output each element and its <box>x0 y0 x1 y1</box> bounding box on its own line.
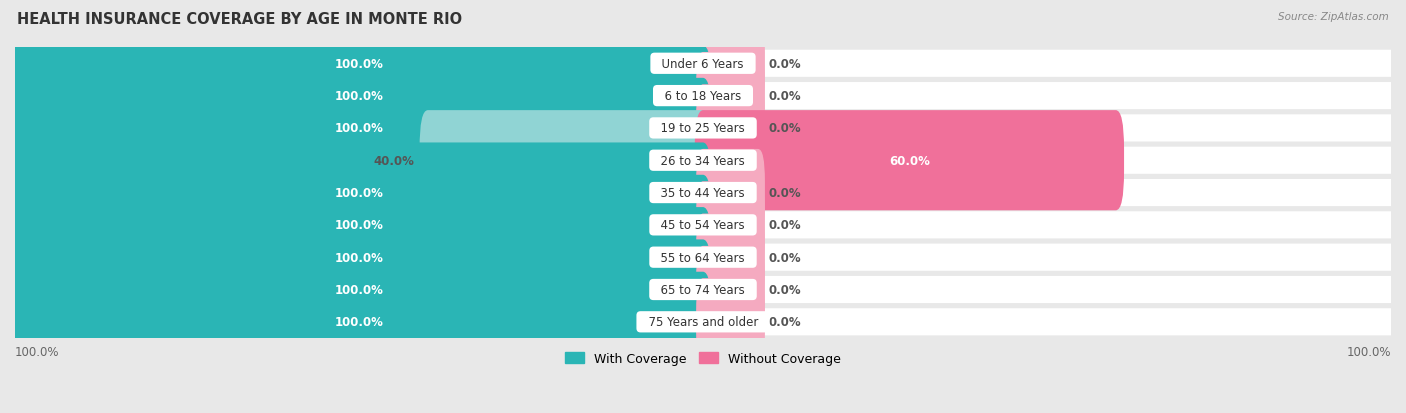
FancyBboxPatch shape <box>15 276 1391 303</box>
Text: 0.0%: 0.0% <box>768 90 801 103</box>
Text: 65 to 74 Years: 65 to 74 Years <box>654 283 752 296</box>
Text: 100.0%: 100.0% <box>335 316 384 328</box>
FancyBboxPatch shape <box>7 272 711 372</box>
Text: 100.0%: 100.0% <box>15 345 59 358</box>
FancyBboxPatch shape <box>15 212 1391 239</box>
Text: 100.0%: 100.0% <box>335 251 384 264</box>
Text: 0.0%: 0.0% <box>768 58 801 71</box>
Text: 100.0%: 100.0% <box>335 187 384 199</box>
FancyBboxPatch shape <box>696 214 765 301</box>
FancyBboxPatch shape <box>696 150 765 237</box>
FancyBboxPatch shape <box>15 147 1391 174</box>
Text: 0.0%: 0.0% <box>768 251 801 264</box>
FancyBboxPatch shape <box>15 83 1391 110</box>
FancyBboxPatch shape <box>419 111 711 211</box>
FancyBboxPatch shape <box>7 143 711 243</box>
FancyBboxPatch shape <box>7 14 711 114</box>
Text: 35 to 44 Years: 35 to 44 Years <box>654 187 752 199</box>
FancyBboxPatch shape <box>7 208 711 308</box>
FancyBboxPatch shape <box>696 278 765 366</box>
Text: Under 6 Years: Under 6 Years <box>655 58 751 71</box>
Text: 26 to 34 Years: 26 to 34 Years <box>654 154 752 167</box>
Text: 0.0%: 0.0% <box>768 122 801 135</box>
Text: 100.0%: 100.0% <box>335 283 384 296</box>
Legend: With Coverage, Without Coverage: With Coverage, Without Coverage <box>561 347 845 370</box>
Text: 19 to 25 Years: 19 to 25 Years <box>654 122 752 135</box>
Text: Source: ZipAtlas.com: Source: ZipAtlas.com <box>1278 12 1389 22</box>
FancyBboxPatch shape <box>696 21 765 108</box>
Text: 100.0%: 100.0% <box>335 58 384 71</box>
Text: 0.0%: 0.0% <box>768 283 801 296</box>
Text: 100.0%: 100.0% <box>1347 345 1391 358</box>
FancyBboxPatch shape <box>696 182 765 269</box>
Text: 100.0%: 100.0% <box>335 90 384 103</box>
Text: 6 to 18 Years: 6 to 18 Years <box>657 90 749 103</box>
FancyBboxPatch shape <box>7 240 711 340</box>
Text: 45 to 54 Years: 45 to 54 Years <box>654 219 752 232</box>
FancyBboxPatch shape <box>696 246 765 333</box>
FancyBboxPatch shape <box>15 180 1391 206</box>
Text: 100.0%: 100.0% <box>335 122 384 135</box>
Text: 40.0%: 40.0% <box>373 154 413 167</box>
Text: 55 to 64 Years: 55 to 64 Years <box>654 251 752 264</box>
FancyBboxPatch shape <box>15 244 1391 271</box>
FancyBboxPatch shape <box>15 309 1391 336</box>
FancyBboxPatch shape <box>7 46 711 146</box>
FancyBboxPatch shape <box>7 176 711 275</box>
FancyBboxPatch shape <box>15 50 1391 78</box>
Text: 0.0%: 0.0% <box>768 316 801 328</box>
FancyBboxPatch shape <box>696 85 765 172</box>
Text: 75 Years and older: 75 Years and older <box>641 316 765 328</box>
Text: 100.0%: 100.0% <box>335 219 384 232</box>
FancyBboxPatch shape <box>695 111 1123 211</box>
FancyBboxPatch shape <box>696 53 765 140</box>
FancyBboxPatch shape <box>7 78 711 178</box>
FancyBboxPatch shape <box>15 115 1391 142</box>
Text: 0.0%: 0.0% <box>768 219 801 232</box>
Text: 0.0%: 0.0% <box>768 187 801 199</box>
Text: HEALTH INSURANCE COVERAGE BY AGE IN MONTE RIO: HEALTH INSURANCE COVERAGE BY AGE IN MONT… <box>17 12 463 27</box>
Text: 60.0%: 60.0% <box>889 154 929 167</box>
